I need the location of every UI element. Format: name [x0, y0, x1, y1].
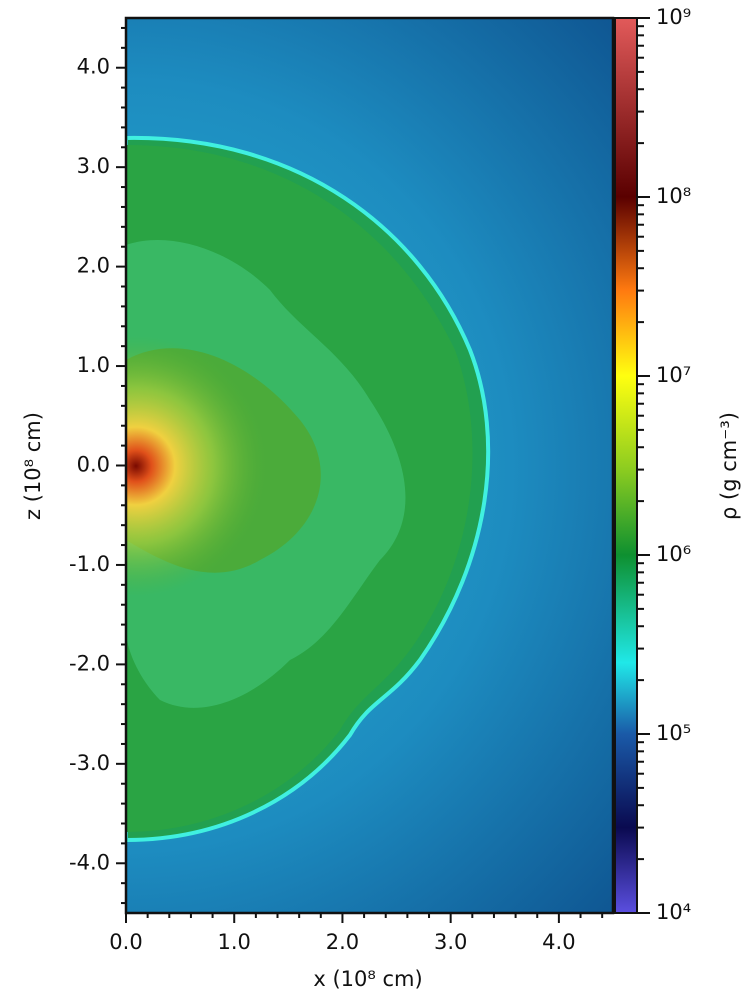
y-tick-label: -2.0 — [69, 651, 110, 675]
colorbar-tick-label: 10⁶ — [656, 542, 691, 566]
y-tick-label: 3.0 — [77, 154, 110, 178]
y-tick-label: -4.0 — [69, 850, 110, 874]
density-image — [126, 18, 613, 913]
colorbar-tick-label: 10⁷ — [656, 363, 691, 387]
x-axis-label: x (10⁸ cm) — [313, 967, 422, 991]
x-tick-label: 1.0 — [218, 930, 251, 954]
y-tick-label: 0.0 — [77, 453, 110, 477]
y-tick-label: -3.0 — [69, 751, 110, 775]
x-tick-label: 4.0 — [542, 930, 575, 954]
colorbar-tick-label: 10⁴ — [656, 900, 691, 924]
x-tick-label: 3.0 — [434, 930, 467, 954]
dense-core — [126, 300, 386, 630]
y-tick-label: -1.0 — [69, 552, 110, 576]
y-axis-label: z (10⁸ cm) — [21, 412, 45, 520]
y-tick-label: 4.0 — [77, 55, 110, 79]
y-tick-label: 2.0 — [77, 254, 110, 278]
colorbar-tick-label: 10⁹ — [656, 5, 691, 29]
colorbar-label: ρ (g cm⁻³) — [717, 412, 741, 520]
colorbar — [614, 17, 638, 914]
x-tick-label: 2.0 — [326, 930, 359, 954]
colorbar-tick-label: 10⁵ — [656, 721, 691, 745]
x-tick-label: 0.0 — [109, 930, 142, 954]
colorbar-tick-label: 10⁸ — [656, 184, 691, 208]
y-tick-label: 1.0 — [77, 353, 110, 377]
